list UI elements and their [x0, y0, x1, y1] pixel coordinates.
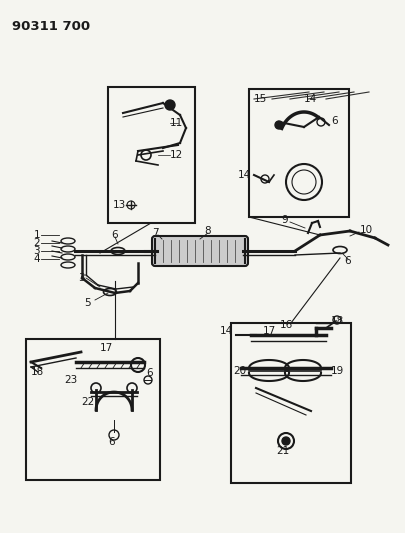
Text: 14: 14: [219, 326, 232, 336]
Text: 18: 18: [330, 316, 343, 326]
Text: 10: 10: [359, 225, 372, 235]
FancyBboxPatch shape: [151, 236, 247, 266]
Text: 6: 6: [146, 368, 152, 378]
Text: 18: 18: [31, 367, 44, 377]
Text: 14: 14: [303, 94, 316, 104]
Text: 1: 1: [33, 230, 40, 240]
Text: 8: 8: [204, 226, 211, 236]
Text: 4: 4: [33, 254, 40, 264]
Text: 3: 3: [33, 246, 40, 256]
Text: 12: 12: [170, 150, 183, 160]
Circle shape: [281, 437, 289, 445]
Text: 17: 17: [262, 326, 275, 336]
Text: 20: 20: [232, 366, 245, 376]
Circle shape: [164, 100, 175, 110]
Text: 13: 13: [113, 200, 126, 210]
Text: 6: 6: [111, 230, 118, 240]
Text: 15: 15: [254, 94, 266, 104]
Text: 90311 700: 90311 700: [12, 20, 90, 33]
Text: 16: 16: [279, 320, 292, 330]
Text: 5: 5: [85, 298, 91, 308]
Text: 6: 6: [330, 116, 337, 126]
Text: 6: 6: [108, 437, 114, 447]
Text: 22: 22: [81, 397, 94, 407]
Bar: [248, 89, 348, 217]
Text: 6: 6: [344, 256, 350, 266]
Text: 17: 17: [99, 343, 112, 353]
Text: 19: 19: [330, 366, 343, 376]
Text: 9: 9: [281, 215, 288, 225]
Bar: [108, 87, 194, 223]
Bar: [26, 339, 160, 480]
Text: 11: 11: [170, 118, 183, 128]
Bar: [230, 323, 350, 483]
Text: 3: 3: [78, 273, 85, 283]
Text: 23: 23: [64, 375, 77, 385]
Circle shape: [274, 121, 282, 129]
Text: 14: 14: [237, 170, 250, 180]
Text: 21: 21: [275, 446, 288, 456]
Text: 7: 7: [151, 228, 158, 238]
Text: 2: 2: [33, 238, 40, 248]
